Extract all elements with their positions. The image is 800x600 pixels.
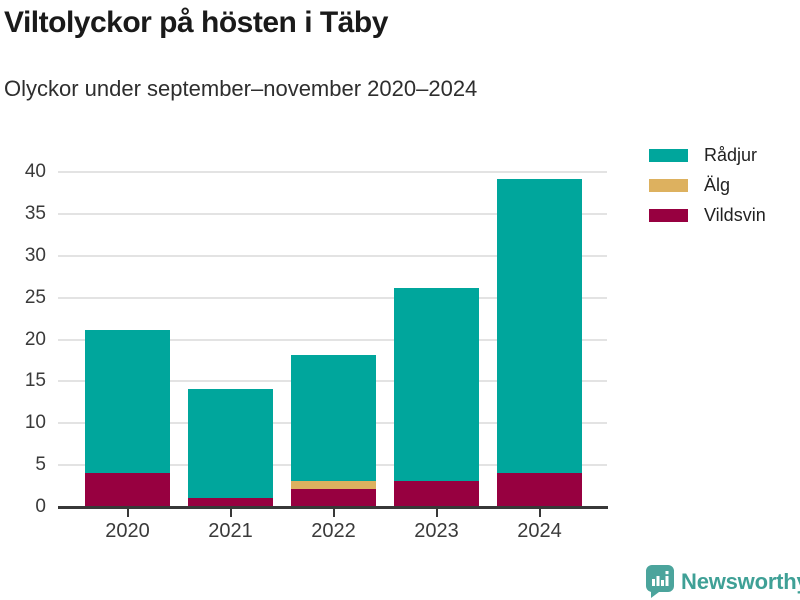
x-axis-tick [332,509,335,517]
y-gridline [58,338,607,341]
x-axis-tick [538,509,541,517]
bar-segment-rådjur [394,288,479,481]
legend-swatch [649,208,688,222]
x-axis-label: 2021 [208,520,253,542]
x-axis-tick [229,509,232,517]
bar-segment-vildsvin [291,489,376,506]
logo-icon [645,565,674,598]
bar-segment-rådjur [291,355,376,481]
x-axis-tick [126,509,129,517]
x-axis-label: 2024 [517,520,562,542]
bar-segment-rådjur [497,179,582,473]
chart-subtitle: Olyckor under september–november 2020–20… [4,76,478,101]
y-gridline [58,296,607,299]
bar-segment-rådjur [188,388,273,498]
bar-segment-vildsvin [85,472,170,506]
legend-label: Rådjur [704,144,758,165]
y-gridline [58,212,607,215]
x-axis-label: 2022 [311,520,356,542]
y-axis-label: 35 [24,202,46,224]
y-axis-label: 20 [24,328,46,350]
bar-segment-vildsvin [188,497,273,506]
legend: Rådjur Älg Vildsvin [649,145,766,225]
legend-item-älg: Älg [649,175,766,195]
x-axis-line [58,506,608,509]
legend-label: Vildsvin [704,204,766,225]
legend-label: Älg [704,174,731,195]
y-gridline [58,254,607,257]
y-axis-label: 40 [24,161,46,182]
y-axis-label: 15 [24,370,46,392]
y-axis-label: 0 [35,496,46,517]
legend-item-vildsvin: Vildsvin [649,205,766,225]
y-gridline [58,171,607,173]
legend-item-rådjur: Rådjur [649,145,766,165]
x-axis-tick [435,509,438,517]
bar-segment-rådjur [85,330,170,473]
bar-segment-vildsvin [497,472,582,506]
y-axis-label: 30 [24,244,46,266]
chart-title: Viltolyckor på hösten i Täby [4,6,388,39]
legend-swatch [649,178,688,192]
x-axis-label: 2023 [414,520,459,542]
legend-swatch [649,148,688,162]
bar-segment-älg [291,480,376,490]
y-axis-label: 25 [24,286,46,308]
y-axis-label: 10 [24,412,46,434]
bar-segment-vildsvin [394,480,479,506]
x-axis-label: 2020 [105,520,150,542]
newsworthy-logo[interactable]: Newsworthy [645,565,800,598]
y-axis-label: 5 [35,454,46,476]
logo-text: Newsworthy [681,568,800,594]
